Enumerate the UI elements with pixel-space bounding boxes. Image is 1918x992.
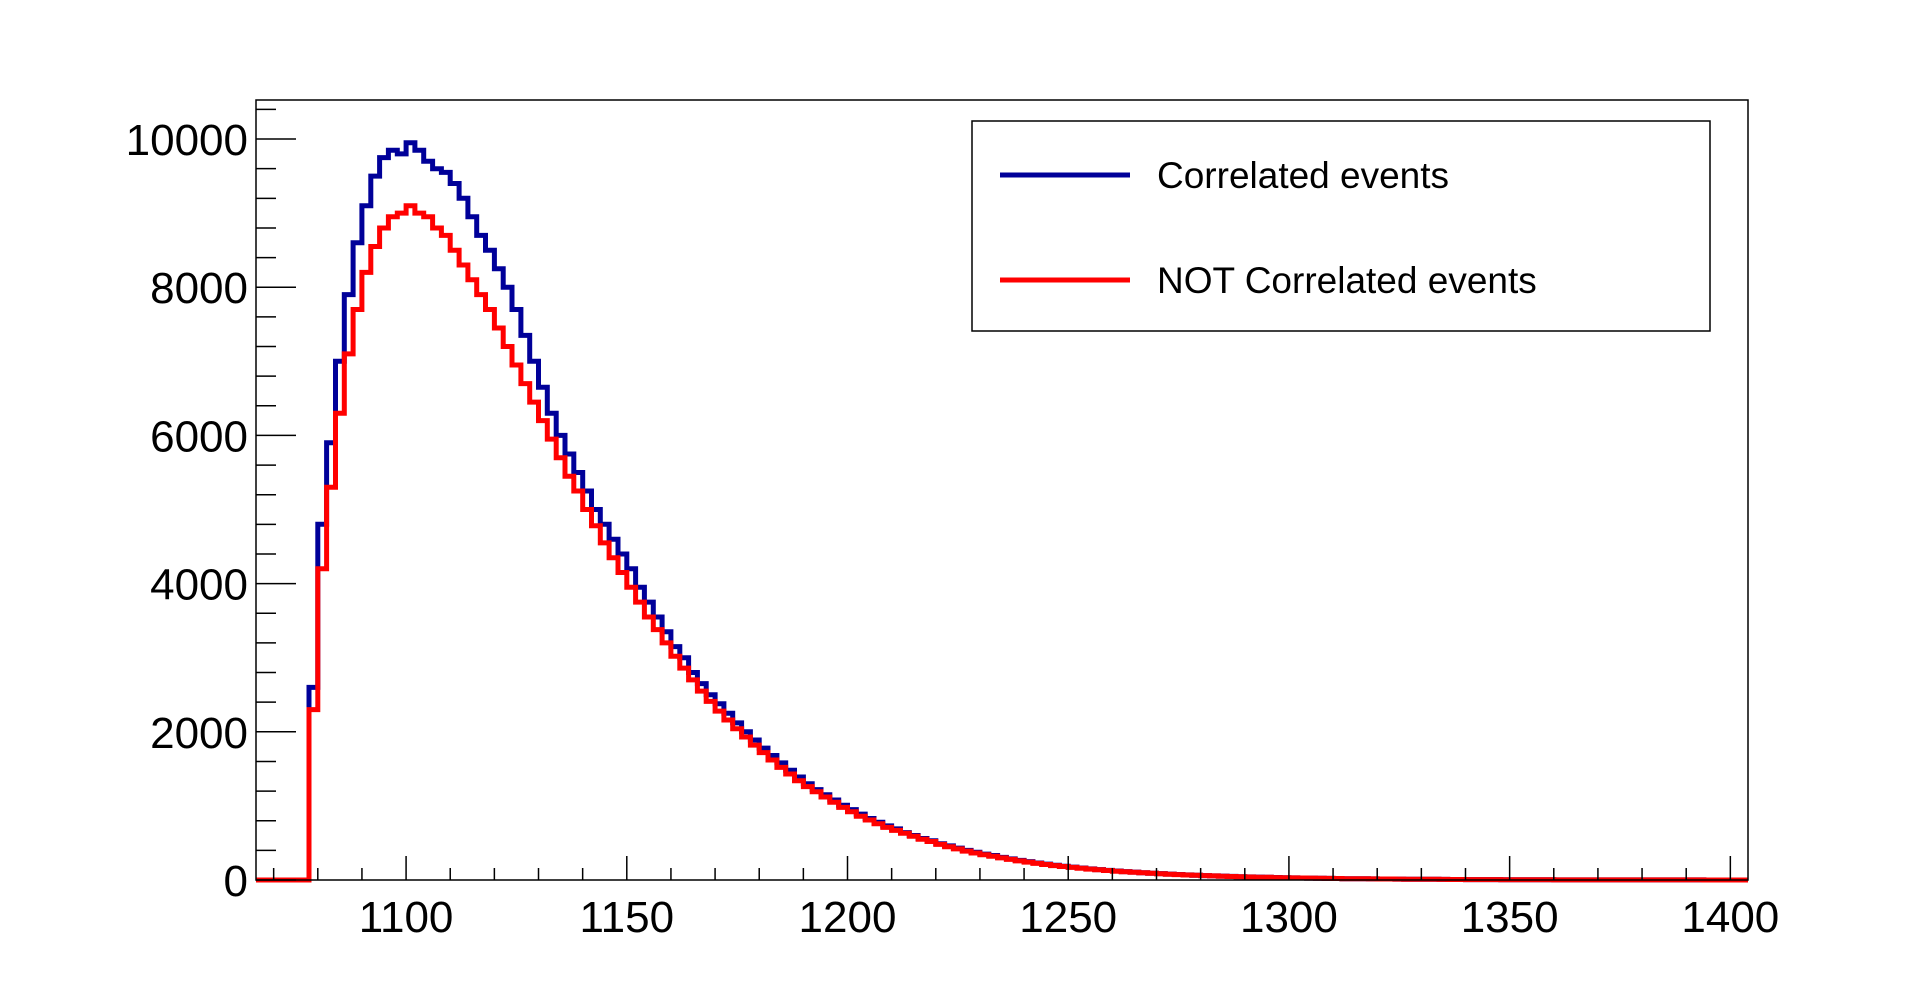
y-tick-label: 2000 <box>150 709 248 758</box>
x-tick-label: 1100 <box>359 893 454 942</box>
plot-frame <box>255 99 1749 881</box>
x-tick-label: 1400 <box>1681 893 1779 942</box>
legend: Correlated events NOT Correlated events <box>971 120 1711 332</box>
y-tick-label: 4000 <box>150 561 248 610</box>
y-axis: 0 2000 4000 6000 8000 10000 <box>126 108 296 906</box>
series-line-not-correlated <box>256 203 1748 883</box>
y-tick-label: 8000 <box>150 264 248 313</box>
x-tick-label: 1250 <box>1019 893 1117 942</box>
legend-box <box>971 120 1711 332</box>
x-tick-label: 1350 <box>1461 893 1559 942</box>
y-tick-label: 0 <box>224 857 248 906</box>
x-tick-label: 1200 <box>799 893 897 942</box>
legend-label-correlated: Correlated events <box>1157 155 1449 196</box>
x-axis: 1100 1150 1200 1250 1300 1350 1400 <box>272 856 1779 942</box>
legend-label-not-correlated: NOT Correlated events <box>1157 260 1537 301</box>
x-tick-label: 1300 <box>1240 893 1338 942</box>
y-tick-label: 10000 <box>126 116 248 165</box>
plot-lines <box>256 140 1748 883</box>
x-tick-label: 1150 <box>579 893 674 942</box>
y-tick-label: 6000 <box>150 412 248 461</box>
